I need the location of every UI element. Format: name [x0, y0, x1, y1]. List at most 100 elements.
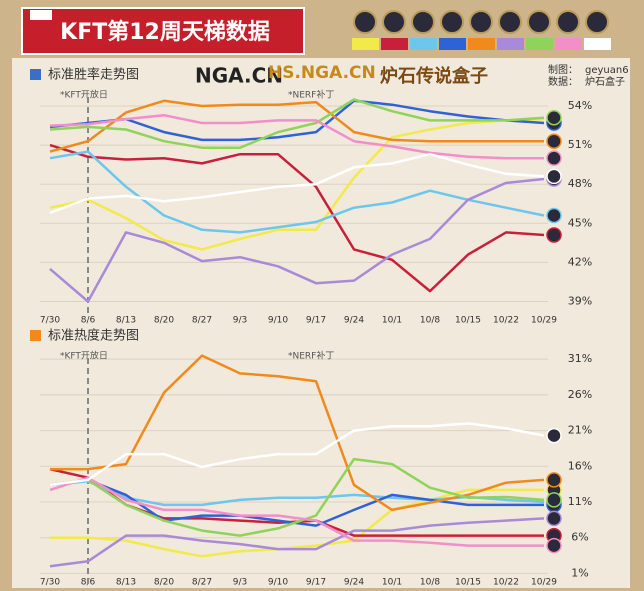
line-end-icon: [546, 510, 562, 527]
x-tick-label: 8/20: [154, 316, 174, 326]
y-tick-label: 39%: [568, 294, 592, 307]
x-tick-label: 10/22: [493, 316, 519, 326]
y-tick-label: 31%: [568, 352, 592, 365]
series-line: [49, 98, 545, 149]
y-tick-label: 6%: [571, 531, 588, 544]
series-line: [49, 150, 545, 234]
y-tick-label: 45%: [568, 216, 592, 229]
chart-title: 标准热度走势图: [48, 328, 139, 344]
y-tick-label: 1%: [571, 566, 588, 579]
y-tick-label: 26%: [568, 388, 592, 401]
credit: 炉石盒子: [585, 75, 625, 88]
legend-icon: [556, 10, 580, 34]
y-tick-label: 11%: [568, 495, 592, 508]
series-line: [49, 422, 545, 487]
y-tick-label: 48%: [568, 177, 592, 190]
legend-swatch: [381, 38, 408, 50]
x-tick-label: 8/6: [81, 316, 96, 326]
x-tick-label: 9/17: [306, 578, 326, 588]
line-end-icon: [546, 133, 562, 149]
series-line: [49, 143, 545, 293]
x-tick-label: 9/24: [344, 316, 364, 326]
legend-icon: [353, 10, 377, 34]
legend-swatch: [352, 38, 379, 50]
line-end-icon: [546, 472, 562, 488]
series-line: [49, 113, 544, 160]
y-tick-label: 51%: [568, 138, 592, 151]
legend-icon: [440, 10, 464, 34]
x-tick-label: 10/1: [382, 316, 402, 326]
x-tick-label: 8/27: [192, 578, 212, 588]
x-tick-label: 9/17: [306, 316, 326, 326]
series-line: [49, 476, 544, 547]
x-tick-label: 10/15: [455, 578, 481, 588]
y-tick-label: 16%: [568, 459, 592, 472]
x-tick-label: 10/8: [420, 578, 440, 588]
y-tick-label: 21%: [568, 424, 592, 437]
legend-swatch: [584, 38, 611, 50]
legend-icon: [527, 10, 551, 34]
legend-icon: [585, 10, 609, 34]
chart-title-marker: [30, 330, 41, 341]
annotation: *KFT开放日: [60, 89, 108, 101]
x-tick-label: 8/13: [116, 316, 136, 326]
x-tick-label: 9/10: [268, 578, 288, 588]
credit: geyuan6: [585, 65, 629, 76]
x-tick-label: 10/29: [531, 578, 557, 588]
x-tick-label: 9/3: [233, 316, 247, 326]
page-title: KFT第12周天梯数据: [60, 19, 270, 45]
x-tick-label: 10/1: [382, 578, 402, 588]
logo: NGA.CN: [195, 64, 283, 88]
line-end-icon: [546, 227, 562, 243]
banner-mark: [30, 10, 52, 20]
line-end-icon: [546, 537, 562, 554]
x-tick-label: 7/30: [40, 578, 60, 588]
x-tick-label: 9/24: [344, 578, 364, 588]
chart-title: 标准胜率走势图: [48, 67, 139, 83]
legend-swatch: [468, 38, 495, 50]
legend-icon: [469, 10, 493, 34]
x-tick-label: 10/29: [531, 316, 557, 326]
credit-label: 数据：: [548, 75, 578, 88]
series-line: [49, 177, 545, 303]
legend-swatch: [555, 38, 582, 50]
x-tick-label: 10/22: [493, 578, 519, 588]
legend-swatch: [497, 38, 524, 50]
x-tick-label: 10/15: [455, 316, 481, 326]
x-tick-label: 8/20: [154, 578, 174, 588]
line-end-icon: [546, 150, 562, 166]
legend-icon: [382, 10, 406, 34]
annotation: *KFT开放日: [60, 350, 108, 362]
annotation: *NERF补丁: [288, 350, 334, 362]
line-end-icon: [546, 168, 562, 185]
x-tick-label: 8/13: [116, 578, 136, 588]
y-tick-label: 54%: [568, 99, 592, 112]
x-tick-label: 10/8: [420, 316, 440, 326]
line-end-icon: [546, 110, 562, 126]
legend-swatch: [526, 38, 553, 50]
legend-swatch: [410, 38, 437, 50]
x-tick-label: 9/10: [268, 316, 288, 326]
series-line: [49, 99, 544, 153]
x-tick-label: 7/30: [40, 316, 60, 326]
line-end-icon: [546, 207, 562, 224]
x-tick-label: 9/3: [233, 578, 247, 588]
series-line: [49, 152, 545, 215]
line-end-icon: [546, 492, 562, 508]
logo: HS.NGA.CN: [268, 63, 376, 83]
y-tick-label: 42%: [568, 255, 592, 268]
series-line: [49, 457, 545, 537]
line-end-icon: [546, 427, 562, 444]
logo: 炉石传说盒子: [380, 65, 488, 87]
legend-icon: [498, 10, 522, 34]
chart-title-marker: [30, 69, 41, 80]
series-line: [49, 99, 545, 142]
legend-icon: [411, 10, 435, 34]
credit-label: 制图：: [548, 63, 578, 76]
legend-swatch: [439, 38, 466, 50]
series-line: [50, 488, 544, 558]
title-banner: [21, 7, 305, 55]
series-line: [49, 117, 545, 251]
annotation: *NERF补丁: [288, 89, 334, 101]
